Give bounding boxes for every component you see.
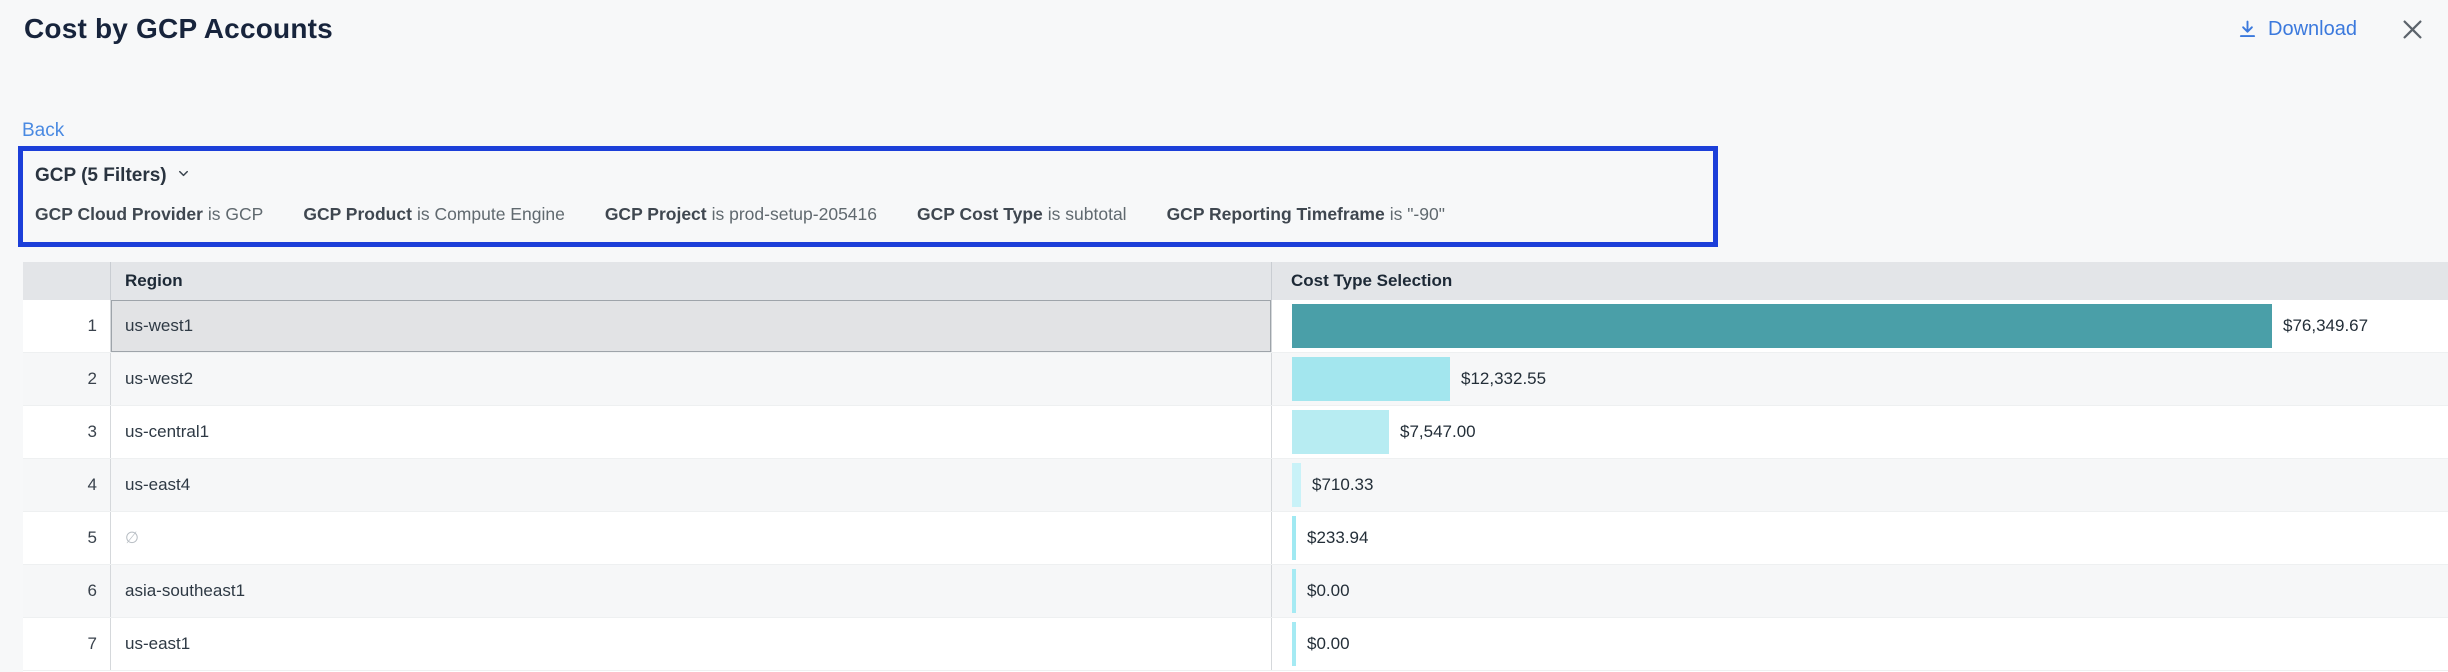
cost-bar [1292,357,1450,401]
header-actions: Download [2237,16,2426,43]
cost-value: $710.33 [1312,475,1374,494]
cost-cell[interactable]: $0.00 [1272,565,2448,617]
cost-cell[interactable]: $7,547.00 [1272,406,2448,458]
filter-condition: is subtotal [1047,204,1127,224]
filter-condition: is "-90" [1389,204,1445,224]
row-number: 4 [23,459,111,511]
cost-cell[interactable]: $710.33 [1272,459,2448,511]
cost-value: $76,349.67 [2283,316,2369,335]
download-label: Download [2268,17,2357,40]
region-cell[interactable]: us-east1 [111,618,1272,670]
row-number: 1 [23,300,111,352]
cost-cell[interactable]: $0.00 [1272,618,2448,670]
filter-name: GCP Reporting Timeframe [1166,204,1385,224]
filter-chip[interactable]: GCP Cloud Provider is GCP [35,204,263,225]
download-button[interactable]: Download [2237,18,2357,41]
table-body: 1 us-west1 $76,349.67 2 us-west2 $12,332.55 3 u… [23,300,2448,671]
row-number: 5 [23,512,111,564]
filter-condition: is Compute Engine [416,204,565,224]
cost-cell[interactable]: $76,349.67 [1272,300,2448,352]
row-number: 6 [23,565,111,617]
table-row: 6 asia-southeast1 $0.00 [23,565,2448,618]
cost-bar [1292,622,1296,666]
cost-value: $0.00 [1307,581,1350,600]
row-number: 2 [23,353,111,405]
row-number-column-header [23,262,111,300]
cost-cell[interactable]: $233.94 [1272,512,2448,564]
cost-bar [1292,569,1296,613]
filter-name: GCP Cost Type [917,204,1043,224]
table-row: 3 us-central1 $7,547.00 [23,406,2448,459]
table-row: 4 us-east4 $710.33 [23,459,2448,512]
region-cell[interactable]: us-west1 [111,300,1272,352]
cost-value: $12,332.55 [1461,369,1547,388]
cost-bar [1292,463,1301,507]
region-cell[interactable]: us-west2 [111,353,1272,405]
filter-chip[interactable]: GCP Reporting Timeframe is "-90" [1167,204,1445,225]
cost-bar [1292,410,1389,454]
region-cell[interactable]: ∅ [111,512,1272,564]
cost-cell[interactable]: $12,332.55 [1272,353,2448,405]
filters-dropdown[interactable]: GCP (5 Filters) [35,164,191,187]
table-row: 2 us-west2 $12,332.55 [23,353,2448,406]
filters-panel: GCP (5 Filters) GCP Cloud Provider is GCP… [18,146,1718,247]
cost-bar [1292,304,2272,348]
row-number: 3 [23,406,111,458]
row-number: 7 [23,618,111,670]
filters-summary-label: GCP (5 Filters) [35,164,167,186]
filter-condition: is prod-setup-205416 [711,204,877,224]
chevron-down-icon [176,164,191,187]
page-title: Cost by GCP Accounts [24,13,333,44]
table-row: 7 us-east1 $0.00 [23,618,2448,671]
filter-chip[interactable]: GCP Product is Compute Engine [303,204,564,225]
cost-value: $233.94 [1307,528,1369,547]
cost-bar [1292,516,1296,560]
table-row: 5 ∅ $233.94 [23,512,2448,565]
region-column-header[interactable]: Region [111,262,1272,300]
region-cell[interactable]: asia-southeast1 [111,565,1272,617]
back-link[interactable]: Back [22,120,65,141]
region-cell[interactable]: us-east4 [111,459,1272,511]
panel-header: Cost by GCP Accounts Download [24,0,2426,58]
close-icon[interactable] [2399,16,2426,43]
cost-value: $0.00 [1307,634,1350,653]
cost-table: Region Cost Type Selection 1 us-west1 $76,… [23,262,2448,672]
download-icon [2237,19,2258,40]
filter-chip-list: GCP Cloud Provider is GCP GCP Product is Co… [35,204,1697,225]
table-row: 1 us-west1 $76,349.67 [23,300,2448,353]
filter-condition: is GCP [207,204,264,224]
cost-value: $7,547.00 [1400,422,1476,441]
filter-name: GCP Project [604,204,707,224]
table-header-row: Region Cost Type Selection [23,262,2448,300]
filter-chip[interactable]: GCP Project is prod-setup-205416 [605,204,877,225]
region-cell[interactable]: us-central1 [111,406,1272,458]
filter-name: GCP Product [303,204,412,224]
filter-chip[interactable]: GCP Cost Type is subtotal [917,204,1127,225]
cost-column-header[interactable]: Cost Type Selection [1291,271,1453,290]
filter-name: GCP Cloud Provider [35,204,203,224]
